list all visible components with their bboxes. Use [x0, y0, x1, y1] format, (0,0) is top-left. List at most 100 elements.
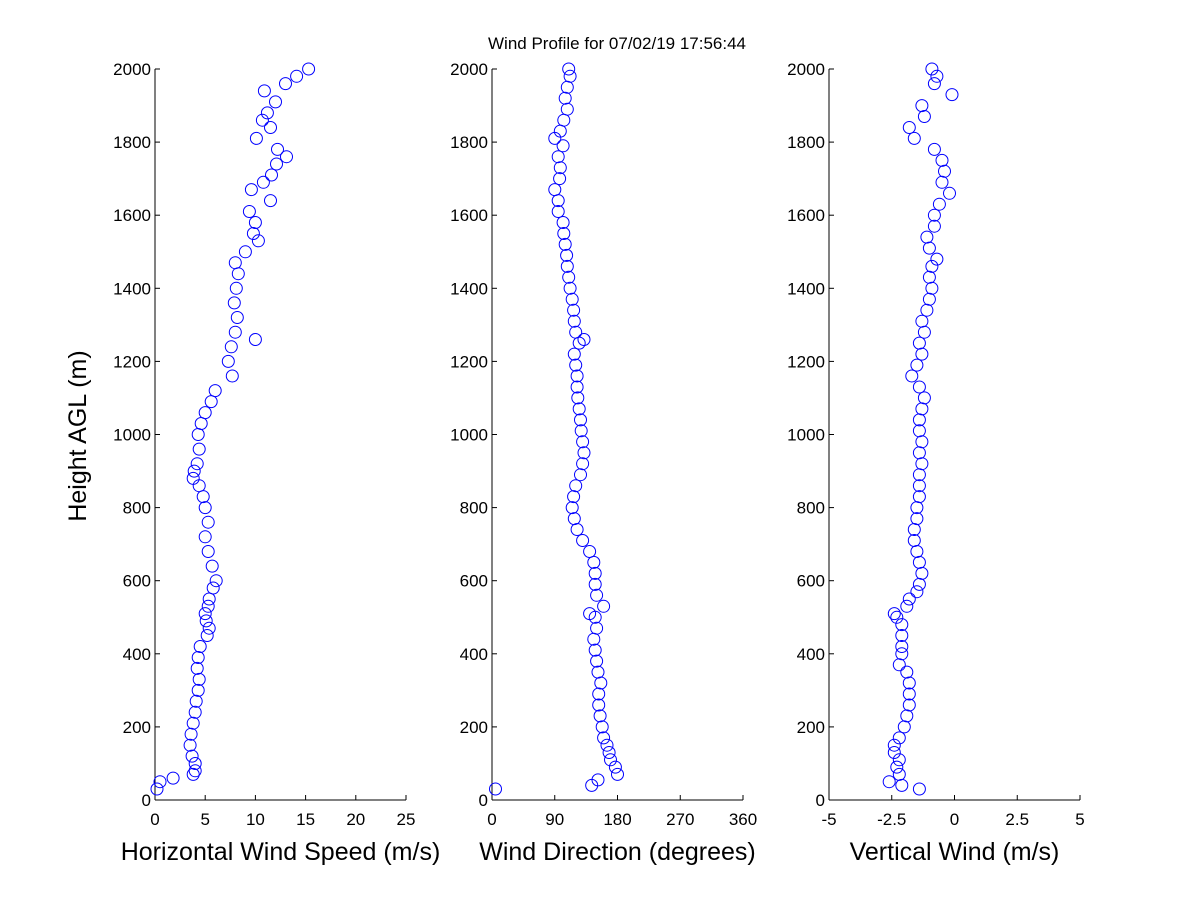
- data-point: [198, 501, 212, 515]
- data-point: [201, 515, 215, 529]
- data-point: [569, 325, 583, 339]
- panel-speed: 0 200 400 600 800 1000 1200 1400 1600 1800 2000 0 5 1…: [113, 60, 440, 866]
- data-point: [927, 77, 941, 91]
- data-point: [570, 380, 584, 394]
- data-point: [588, 577, 602, 591]
- y-tick-label: 600: [460, 572, 488, 591]
- data-point: [574, 413, 587, 427]
- data-point: [590, 654, 604, 668]
- data-point: [271, 142, 284, 156]
- data-point: [572, 402, 586, 416]
- data-point: [922, 292, 936, 306]
- data-point: [910, 585, 924, 599]
- data-point: [912, 380, 926, 394]
- y-tick-label: 1400: [113, 279, 151, 298]
- data-point: [590, 621, 604, 635]
- data-point: [560, 102, 574, 116]
- data-point: [925, 62, 939, 76]
- data-point: [556, 139, 570, 153]
- y-tick-label: 400: [123, 645, 151, 664]
- data-point: [576, 457, 590, 471]
- data-point: [912, 555, 926, 569]
- data-point: [569, 358, 583, 372]
- data-point: [244, 183, 258, 197]
- data-point: [925, 259, 939, 273]
- data-point: [150, 782, 164, 796]
- data-point: [560, 80, 574, 94]
- data-point: [925, 281, 939, 295]
- data-point: [917, 110, 931, 123]
- data-point: [890, 760, 904, 774]
- data-point: [558, 91, 572, 105]
- data-point: [932, 197, 946, 211]
- data-point: [558, 237, 572, 251]
- data-point: [198, 406, 212, 420]
- data-point: [551, 150, 565, 164]
- x-tick-label: 90: [545, 810, 564, 829]
- data-point: [895, 629, 909, 642]
- data-point: [912, 479, 926, 493]
- x-tick-label: 5: [200, 810, 209, 829]
- data-point: [577, 446, 591, 460]
- data-point: [590, 588, 604, 602]
- data-point: [922, 270, 936, 284]
- data-point: [915, 99, 929, 113]
- data-point: [553, 161, 567, 175]
- data-point: [587, 555, 601, 569]
- y-tick-label: 200: [460, 718, 488, 737]
- data-point: [897, 720, 911, 734]
- data-point: [895, 618, 909, 632]
- data-point: [900, 709, 914, 723]
- data-point: [186, 471, 200, 485]
- data-point: [548, 183, 562, 197]
- data-point: [229, 281, 243, 295]
- y-tick-label: 1600: [787, 206, 825, 225]
- data-point: [895, 647, 909, 661]
- y-tick-label: 0: [816, 791, 825, 810]
- x-tick-label: 25: [397, 810, 416, 829]
- y-tick-label: 1600: [113, 206, 151, 225]
- data-point: [570, 523, 584, 536]
- data-point: [915, 435, 929, 449]
- data-point: [279, 77, 292, 91]
- y-tick-label: 600: [797, 572, 825, 591]
- data-point: [907, 523, 921, 536]
- y-tick-label: 800: [797, 499, 825, 518]
- data-point: [551, 205, 565, 218]
- data-point: [583, 607, 597, 621]
- y-tick-label: 800: [123, 499, 151, 518]
- data-point: [153, 775, 167, 789]
- y-tick-label: 1600: [450, 206, 488, 225]
- data-point: [927, 208, 941, 222]
- data-point: [930, 69, 944, 83]
- data-point: [900, 599, 914, 613]
- x-tick-label: 5: [1075, 810, 1084, 829]
- data-point: [201, 599, 215, 613]
- data-point: [907, 534, 921, 547]
- y-tick-label: 1800: [113, 133, 151, 152]
- data-point: [927, 219, 941, 233]
- data-point: [917, 325, 931, 339]
- data-point: [265, 168, 278, 182]
- data-point: [192, 479, 206, 493]
- data-point: [595, 720, 609, 734]
- y-tick-label: 1400: [450, 279, 488, 298]
- data-point: [920, 303, 934, 317]
- data-point: [576, 435, 590, 449]
- data-point: [256, 175, 270, 189]
- data-point: [890, 610, 904, 624]
- data-point: [248, 333, 262, 346]
- data-point: [910, 358, 924, 372]
- data-point: [224, 340, 238, 354]
- data-point: [892, 767, 906, 781]
- y-tick-label: 2000: [113, 60, 151, 79]
- data-point: [592, 698, 606, 712]
- y-tick-label: 2000: [787, 60, 825, 79]
- data-point: [565, 501, 579, 515]
- data-point: [592, 687, 606, 701]
- x-tick-label: 20: [346, 810, 365, 829]
- data-point: [912, 782, 926, 796]
- data-point: [269, 95, 282, 109]
- data-point: [577, 333, 591, 346]
